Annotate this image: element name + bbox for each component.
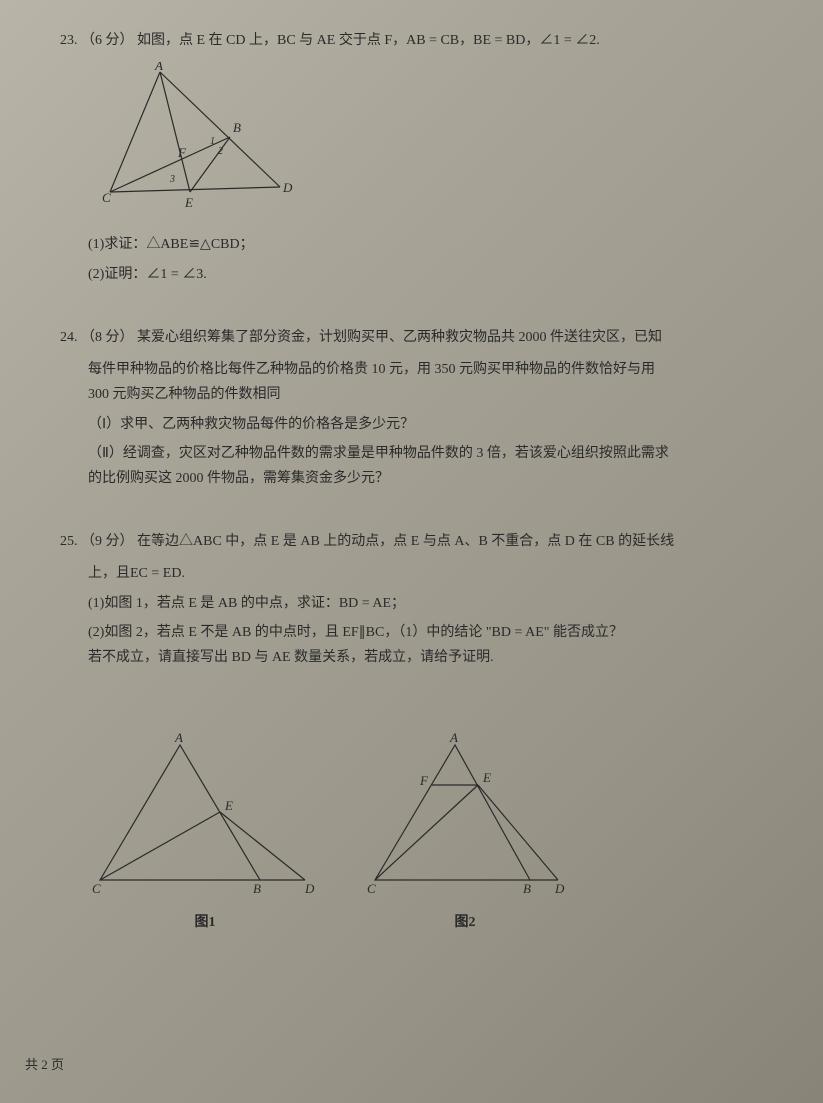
- page-footer: 共 2 页: [25, 1054, 64, 1073]
- label-D: D: [554, 881, 565, 896]
- problem-23-stem: 23. （6 分） 如图，点 E 在 CD 上，BC 与 AE 交于点 F，AB…: [60, 30, 773, 52]
- problem-text: 如图，点 E 在 CD 上，BC 与 AE 交于点 F，AB = CB，BE =…: [137, 33, 600, 48]
- line3: 300 元购买乙种物品的件数相同: [88, 382, 773, 407]
- problem-25-stem: 25. （9 分） 在等边△ABC 中，点 E 是 AB 上的动点，点 E 与点…: [60, 531, 773, 553]
- label-B: B: [523, 881, 531, 896]
- problem-25: 25. （9 分） 在等边△ABC 中，点 E 是 AB 上的动点，点 E 与点…: [60, 531, 773, 931]
- label-C: C: [92, 881, 101, 896]
- problem-points: （6 分）: [81, 33, 134, 48]
- label-A: A: [154, 62, 163, 73]
- label-F: F: [177, 145, 187, 160]
- label-A: A: [174, 730, 183, 745]
- figure-1: A E C B D 图1: [90, 730, 320, 931]
- label-B: B: [233, 120, 241, 135]
- label-B: B: [253, 881, 261, 896]
- problem-points: （8 分）: [81, 330, 134, 345]
- figure-2: A F E C B D 图2: [360, 730, 570, 931]
- label-E: E: [482, 770, 491, 785]
- sub-2: (2)证明：∠1 = ∠3.: [88, 262, 773, 287]
- label-angle2: 2: [218, 146, 223, 157]
- label-F: F: [419, 773, 429, 788]
- label-C: C: [367, 881, 376, 896]
- sub-1: (1)求证：△ABE≌△CBD；: [88, 232, 773, 257]
- problem-24: 24. （8 分） 某爱心组织筹集了部分资金，计划购买甲、乙两种救灾物品共 20…: [60, 327, 773, 491]
- diagram-23: A B C D E F 1 2 3: [100, 62, 773, 217]
- line2: 上，且EC = ED.: [88, 561, 773, 586]
- problem-25-body: 上，且EC = ED. (1)如图 1，若点 E 是 AB 的中点，求证：BD …: [88, 561, 773, 670]
- sub-2a: （Ⅱ）经调查，灾区对乙种物品件数的需求量是甲种物品件数的 3 倍，若该爱心组织按…: [88, 441, 773, 466]
- problem-text-line1: 在等边△ABC 中，点 E 是 AB 上的动点，点 E 与点 A、B 不重合，点…: [137, 534, 674, 549]
- label-E: E: [224, 798, 233, 813]
- label-D: D: [304, 881, 315, 896]
- diagrams-25: A E C B D 图1 A F E C B D 图2: [90, 730, 773, 931]
- problem-24-stem: 24. （8 分） 某爱心组织筹集了部分资金，计划购买甲、乙两种救灾物品共 20…: [60, 327, 773, 349]
- label-angle3: 3: [169, 174, 175, 185]
- problem-number: 23.: [60, 33, 78, 48]
- sub-2b: 的比例购买这 2000 件物品，需筹集资金多少元？: [88, 466, 773, 491]
- problem-23: 23. （6 分） 如图，点 E 在 CD 上，BC 与 AE 交于点 F，AB…: [60, 30, 773, 287]
- sub-2a: (2)如图 2，若点 E 不是 AB 的中点时，且 EF∥BC，（1）中的结论 …: [88, 620, 773, 645]
- label-angle1: 1: [210, 136, 215, 147]
- problem-24-body: 每件甲种物品的价格比每件乙种物品的价格贵 10 元，用 350 元购买甲种物品的…: [88, 357, 773, 491]
- line2: 每件甲种物品的价格比每件乙种物品的价格贵 10 元，用 350 元购买甲种物品的…: [88, 357, 773, 382]
- label-C: C: [102, 190, 111, 205]
- sub-1: （Ⅰ）求甲、乙两种救灾物品每件的价格各是多少元？: [88, 412, 773, 437]
- fig1-label: 图1: [90, 911, 320, 931]
- fig2-label: 图2: [360, 911, 570, 931]
- problem-number: 25.: [60, 534, 78, 549]
- label-D: D: [282, 180, 293, 195]
- sub-1: (1)如图 1，若点 E 是 AB 的中点，求证：BD = AE；: [88, 591, 773, 616]
- label-A: A: [449, 730, 458, 745]
- problem-text-line1: 某爱心组织筹集了部分资金，计划购买甲、乙两种救灾物品共 2000 件送往灾区，已…: [137, 330, 662, 345]
- problem-23-subs: (1)求证：△ABE≌△CBD； (2)证明：∠1 = ∠3.: [88, 232, 773, 286]
- sub-2b: 若不成立，请直接写出 BD 与 AE 数量关系，若成立，请给予证明.: [88, 645, 773, 670]
- label-E: E: [184, 195, 193, 210]
- problem-number: 24.: [60, 330, 78, 345]
- problem-points: （9 分）: [81, 534, 134, 549]
